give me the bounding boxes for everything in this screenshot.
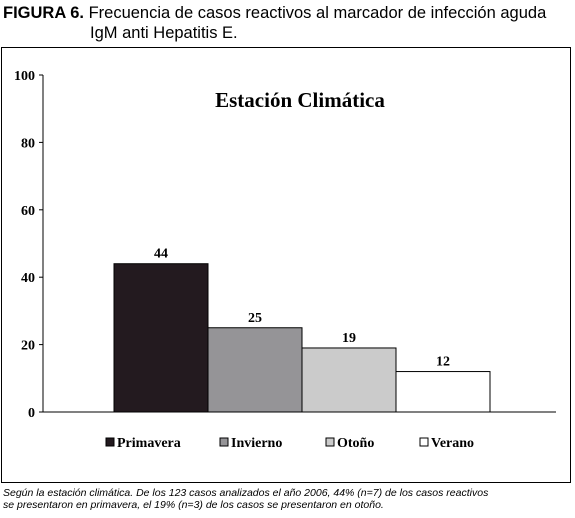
- legend-label-otoño: Otoño: [337, 436, 374, 451]
- chart-title: Estación Climática: [215, 88, 385, 112]
- caption-line1: Según la estación climática. De los 123 …: [3, 487, 489, 499]
- legend: Primavera Invierno Otoño Verano: [105, 436, 474, 451]
- y-tick-label: 100: [14, 69, 35, 84]
- legend-label-invierno: Invierno: [231, 436, 282, 451]
- bar-verano: [395, 371, 491, 413]
- chart-frame: Estación Climática 0 20 40 60 80 100 44 25 19 12…: [1, 47, 571, 483]
- data-label: 44: [154, 247, 168, 262]
- y-tick-label: 0: [28, 406, 35, 421]
- bar-invierno: [207, 327, 303, 413]
- figure-title-line1: Frecuencia de casos reactivos al marcado…: [88, 4, 547, 22]
- data-label: 25: [248, 311, 262, 326]
- legend-swatch-invierno: [219, 437, 229, 447]
- bars: 44 25 19 12: [113, 247, 491, 413]
- bar-chart: Estación Climática 0 20 40 60 80 100 44 25 19 12…: [14, 69, 556, 451]
- bar-otoño: [301, 347, 397, 413]
- legend-swatch-primavera: [105, 437, 115, 447]
- legend-swatch-otoño: [325, 437, 335, 447]
- data-label: 19: [342, 331, 356, 346]
- y-ticks: 0 20 40 60 80 100: [14, 69, 43, 421]
- bar-primavera: [113, 263, 209, 413]
- legend-label-verano: Verano: [431, 436, 474, 451]
- data-label: 12: [436, 355, 450, 370]
- figure-title: FIGURA 6. Frecuencia de casos reactivos …: [3, 3, 575, 43]
- figure-label: FIGURA 6.: [3, 4, 84, 22]
- legend-swatch-verano: [419, 437, 429, 447]
- y-tick-label: 80: [21, 136, 35, 151]
- legend-label-primavera: Primavera: [117, 436, 181, 451]
- y-tick-label: 60: [21, 204, 35, 219]
- figure-title-line2: IgM anti Hepatitis E.: [90, 24, 238, 42]
- y-tick-label: 20: [21, 339, 35, 354]
- caption-line2: se presentaron en primavera, el 19% (n=3…: [3, 499, 384, 511]
- y-tick-label: 40: [21, 271, 35, 286]
- caption: Según la estación climática. De los 123 …: [3, 487, 573, 511]
